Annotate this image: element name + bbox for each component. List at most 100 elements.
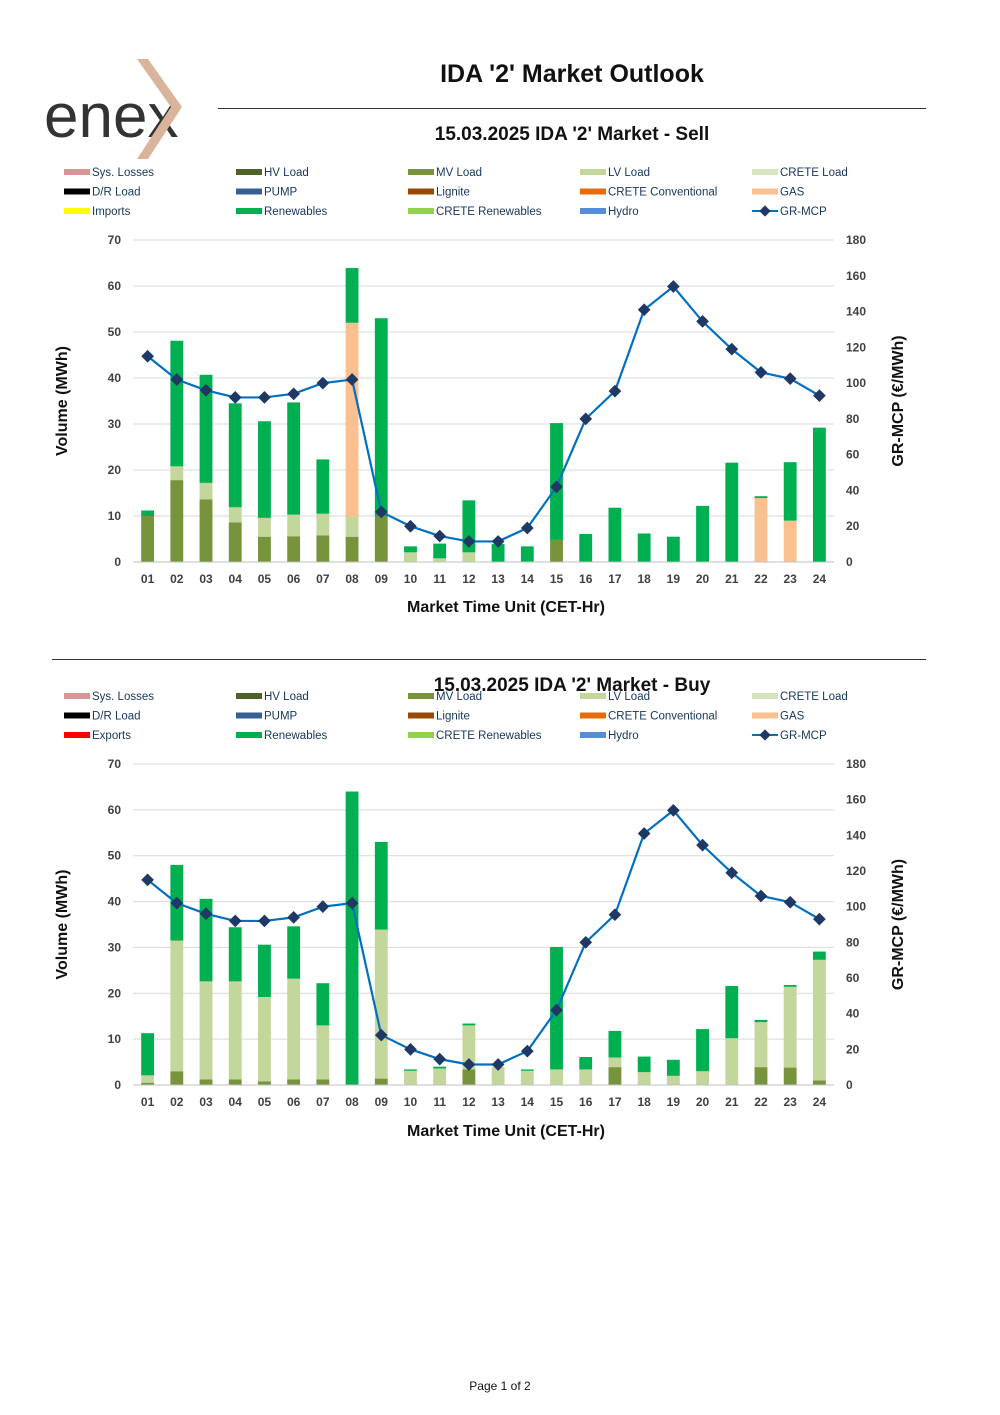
sell-bar-lv-load xyxy=(199,482,213,500)
sell-bar-lv-load xyxy=(433,558,447,562)
sell-legend-label: LV Load xyxy=(608,167,650,179)
sell-legend-label: Sys. Losses xyxy=(92,167,154,179)
section-divider xyxy=(52,659,926,660)
buy-y2-tick-label: 160 xyxy=(846,793,866,807)
sell-y-tick-label: 30 xyxy=(108,417,122,431)
buy-bar-renewables xyxy=(316,983,330,1026)
buy-bar-renewables xyxy=(783,985,797,987)
sell-x-tick-label: 06 xyxy=(287,572,301,586)
sell-bar-renewables xyxy=(170,340,184,467)
buy-x-tick-label: 20 xyxy=(696,1095,710,1109)
sell-legend-label: GAS xyxy=(780,187,805,199)
sell-mcp-point xyxy=(141,349,154,363)
sell-legend-item: Imports xyxy=(64,206,131,218)
sell-bar-renewables xyxy=(608,507,622,562)
buy-y-tick-label: 10 xyxy=(108,1032,122,1046)
buy-bar-renewables xyxy=(725,985,739,1039)
buy-mcp-point xyxy=(404,1042,417,1056)
buy-bar-mv-load xyxy=(170,1071,184,1085)
sell-mcp-point xyxy=(374,505,388,519)
sell-bar-mv-load xyxy=(199,499,213,562)
sell-bar-lv-load xyxy=(462,552,476,562)
sell-bar-mv-load xyxy=(287,536,301,562)
buy-y-tick-label: 0 xyxy=(114,1078,121,1092)
sell-legend-swatch xyxy=(752,169,778,175)
buy-legend-swatch xyxy=(580,693,606,699)
buy-bar-lv-load xyxy=(462,1025,476,1070)
buy-legend-item: CRETE Load xyxy=(752,691,848,703)
sell-bar-mv-load xyxy=(228,522,242,562)
sell-legend-item: Lignite xyxy=(408,187,470,199)
sell-bar-gas xyxy=(754,498,768,562)
buy-mcp-point xyxy=(783,895,797,909)
sell-bar-renewables xyxy=(287,402,301,515)
buy-legend-item: Hydro xyxy=(580,730,639,742)
sell-legend-swatch xyxy=(752,188,778,195)
sell-y-tick-label: 0 xyxy=(114,555,121,569)
sell-bar-renewables xyxy=(754,496,768,499)
buy-bar-renewables xyxy=(579,1057,593,1070)
buy-bar-mv-load xyxy=(754,1067,768,1085)
buy-legend-swatch xyxy=(580,712,606,719)
buy-bar-mv-load xyxy=(287,1079,301,1085)
buy-mcp-point xyxy=(287,911,301,924)
sell-bar-renewables xyxy=(491,544,505,562)
sell-legend-item: PUMP xyxy=(236,187,298,199)
sell-bar-renewables xyxy=(345,268,359,323)
buy-x-tick-label: 07 xyxy=(316,1095,330,1109)
buy-bar-lv-load xyxy=(666,1075,680,1085)
buy-legend-swatch xyxy=(236,712,262,719)
buy-legend-item: HV Load xyxy=(236,691,309,703)
buy-legend-swatch xyxy=(64,732,90,738)
sell-x-tick-label: 11 xyxy=(433,572,446,586)
sell-legend-swatch xyxy=(580,188,606,195)
sell-x-tick-label: 18 xyxy=(637,572,651,586)
buy-bar-renewables xyxy=(199,898,213,982)
buy-bar-renewables xyxy=(404,1069,417,1071)
page-title: IDA '2' Market Outlook xyxy=(440,60,704,88)
sell-bar-renewables xyxy=(783,462,797,521)
sell-legend-swatch xyxy=(236,188,262,195)
buy-x-tick-label: 06 xyxy=(287,1095,301,1109)
buy-y-tick-label: 50 xyxy=(108,849,122,863)
buy-bar-mv-load xyxy=(783,1067,797,1085)
buy-legend-item: Renewables xyxy=(236,730,328,742)
buy-legend-item: Sys. Losses xyxy=(64,691,154,703)
sell-y-tick-label: 50 xyxy=(108,325,122,339)
sell-legend-item: GAS xyxy=(752,187,805,199)
sell-bar-renewables xyxy=(579,533,593,562)
buy-bar-renewables xyxy=(666,1059,680,1076)
sell-bar-mv-load xyxy=(170,480,184,562)
buy-bar-mv-load xyxy=(812,1080,826,1085)
sell-x-tick-label: 09 xyxy=(375,572,389,586)
buy-legend-label: Renewables xyxy=(264,730,328,742)
buy-bar-lv-load xyxy=(754,1022,768,1068)
buy-legend-item: PUMP xyxy=(236,711,298,723)
sell-legend-swatch xyxy=(64,208,90,214)
sell-y2-tick-label: 120 xyxy=(846,340,866,354)
buy-bar-mv-load xyxy=(258,1081,271,1085)
sell-legend-label: Hydro xyxy=(608,206,639,218)
sell-x-tick-label: 15 xyxy=(550,572,564,586)
sell-x-tick-label: 12 xyxy=(462,572,476,586)
buy-bar-mv-load xyxy=(608,1067,622,1085)
buy-bar-lv-load xyxy=(316,1025,330,1080)
buy-bar-lv-load xyxy=(170,940,184,1072)
sell-legend-item: Renewables xyxy=(236,206,328,218)
buy-legend-swatch xyxy=(580,732,606,738)
buy-legend-item: MV Load xyxy=(408,691,482,703)
sell-bar-mv-load xyxy=(258,536,271,562)
buy-bar-lv-load xyxy=(725,1038,739,1085)
buy-legend-swatch xyxy=(236,732,262,738)
buy-x-axis-title: Market Time Unit (CET-Hr) xyxy=(407,1123,605,1140)
sell-legend-swatch xyxy=(64,169,90,175)
buy-y2-tick-label: 100 xyxy=(846,900,866,914)
buy-y-tick-label: 40 xyxy=(108,895,122,909)
buy-y2-tick-label: 80 xyxy=(846,935,860,949)
sell-legend-swatch xyxy=(64,188,90,195)
buy-y2-axis-title: GR-MCP (€/MWh) xyxy=(890,859,907,990)
sell-mcp-point xyxy=(258,391,271,404)
logo-chevron-mark xyxy=(137,59,182,159)
sell-legend-item: LV Load xyxy=(580,167,650,179)
buy-chart-title: 15.03.2025 IDA '2' Market - Buy xyxy=(434,675,711,696)
